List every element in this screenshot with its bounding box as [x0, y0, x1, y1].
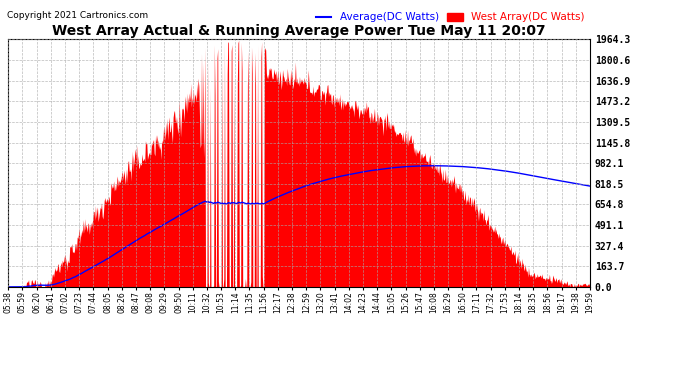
Text: Copyright 2021 Cartronics.com: Copyright 2021 Cartronics.com [7, 11, 148, 20]
Title: West Array Actual & Running Average Power Tue May 11 20:07: West Array Actual & Running Average Powe… [52, 24, 546, 38]
Legend: Average(DC Watts), West Array(DC Watts): Average(DC Watts), West Array(DC Watts) [316, 12, 584, 22]
